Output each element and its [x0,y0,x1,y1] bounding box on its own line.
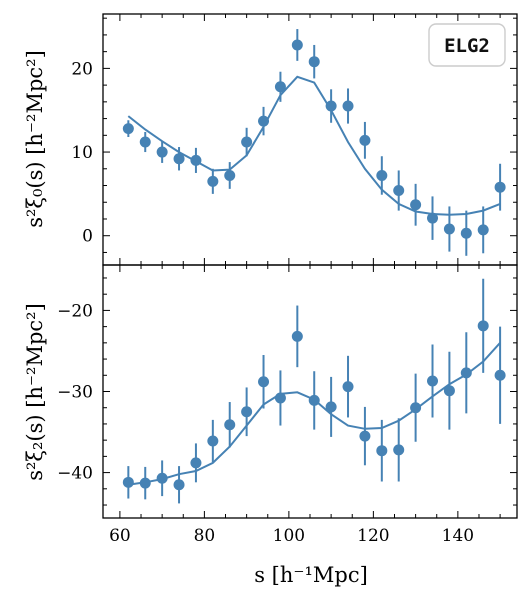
data-point [156,472,168,484]
legend-label: ELG2 [444,35,490,57]
y-tick-label: 0 [82,227,93,247]
data-point [291,39,303,51]
data-point [190,154,202,166]
data-point [494,181,506,193]
data-point [241,136,253,148]
x-tick-label: 80 [194,526,216,546]
data-point [173,479,185,491]
data-point [207,435,219,447]
y-tick-label: 20 [71,59,93,79]
data-point [308,56,320,68]
ylabel-top: s²ξ₀(s) [h⁻²Mpc²] [23,50,47,228]
data-point [258,115,270,127]
data-point [122,123,134,135]
data-point [410,402,422,414]
ylabel-bottom: s²ξ₂(s) [h⁻²Mpc²] [23,303,47,481]
data-point [427,375,439,387]
data-point [477,320,489,332]
data-point [342,100,354,112]
data-point [359,430,371,442]
data-point [460,367,472,379]
data-point [376,169,388,181]
x-tick-label: 60 [109,526,131,546]
y-tick-label: −20 [57,301,93,321]
data-point [393,185,405,197]
data-point [258,376,270,388]
panel-top-xi0: 0 10 20 [71,13,518,266]
data-point [207,175,219,187]
data-point [410,199,422,211]
data-point [325,100,337,112]
data-point [190,457,202,469]
panel-bottom-xi2: 60 80 100 120 140 −40 −30 −20 [57,264,518,546]
y-tick-label: −40 [57,464,93,484]
data-point [139,136,151,148]
data-point [342,381,354,393]
legend-box [428,23,506,67]
data-point [393,444,405,456]
xlabel: s [h⁻¹Mpc] [254,563,368,587]
y-tick-label: 10 [71,143,93,163]
data-point [241,406,253,418]
data-point [156,146,168,158]
data-point [173,153,185,165]
data-point [274,392,286,404]
x-tick-label: 140 [442,526,474,546]
data-point [460,227,472,239]
model-curve [127,75,501,216]
data-point [139,477,151,489]
data-point [308,394,320,406]
data-point [443,223,455,235]
data-point [122,476,134,488]
x-tick-label: 120 [357,526,389,546]
data-point [359,134,371,146]
data-point [274,81,286,93]
data-point [427,212,439,224]
legend: ELG2 [428,23,506,67]
x-tick-label: 100 [273,526,305,546]
data-point [376,445,388,457]
y-tick-label: −30 [57,383,93,403]
data-point [224,419,236,431]
data-point [494,369,506,381]
data-point [224,169,236,181]
data-point [477,224,489,236]
data-point [291,330,303,342]
data-point [325,401,337,413]
data-point [443,385,455,397]
